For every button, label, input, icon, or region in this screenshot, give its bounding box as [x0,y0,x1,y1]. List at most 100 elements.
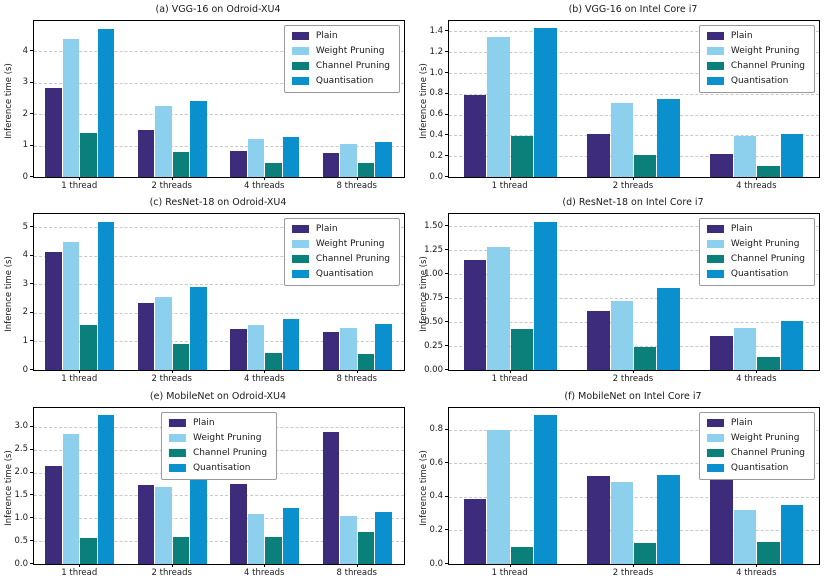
gridline [34,51,404,53]
legend-swatch [706,77,724,86]
bar [487,246,510,370]
legend-item: Weight Pruning [291,238,390,250]
legend-label: Plain [730,418,753,428]
legend-label: Plain [192,418,215,428]
legend-item: Channel Pruning [168,447,268,459]
y-tick-label: 1.4 [429,25,443,36]
bar [137,485,155,564]
y-tick-label: 0.25 [424,340,443,351]
subplot-resnet18-i7: (d) ResNet-18 on Intel Core i7 Inference… [415,193,830,387]
x-tick-mark [633,177,634,180]
bar [62,242,80,370]
legend-swatch [291,77,309,86]
bar [710,335,733,370]
gridline [449,322,819,324]
y-tick-label: 0.4 [429,491,443,502]
bar [357,162,375,177]
bar [265,162,282,177]
subplot-mobilenet-odroid: (e) MobileNet on Odroid-XU4 Inference ti… [0,387,415,581]
y-axis-label: Inference time (s) [4,256,14,332]
bar [137,303,155,370]
bar [80,324,97,370]
bar [230,151,247,177]
y-tick-mark [30,425,33,427]
legend-label: Plain [730,31,753,41]
legend-label: Quantisation [315,76,374,87]
bar [463,94,487,177]
legend-swatch [168,434,186,443]
legend: Plain Weight Pruning Channel Pruning Quanti… [698,412,815,480]
legend-swatch [706,434,724,443]
legend-item: Channel Pruning [706,253,805,265]
bar [340,143,357,177]
legend-swatch [168,449,186,458]
bar [97,415,115,564]
bar [282,508,300,564]
bar [155,487,172,564]
gridline [449,73,819,74]
subplot-vgg16-i7: (b) VGG-16 on Intel Core i7 Inference ti… [415,0,830,193]
legend-swatch [291,225,309,234]
legend-swatch [706,62,724,71]
y-tick-label: 3.0 [14,421,28,432]
legend-item: Channel Pruning [706,447,805,459]
bar [375,142,392,177]
bar [155,105,172,177]
bar [587,475,610,564]
bar [282,319,300,370]
legend-item: Channel Pruning [291,253,390,265]
gridline [449,226,819,228]
y-tick-mark [445,155,448,157]
bar [45,88,62,177]
y-tick-label: 0.6 [429,457,443,468]
bar [265,353,282,370]
y-tick-mark [445,72,448,73]
x-tick-label: 4 threads [244,568,285,578]
y-tick-label: 1.25 [424,244,443,255]
plot-area: Plain Weight Pruning Channel Pruning Quanti… [33,407,405,565]
legend-item: Plain [706,417,805,429]
gridline [449,496,819,498]
x-tick-label: 2 threads [151,181,192,191]
x-tick-label: 1 thread [61,374,98,384]
y-tick-label: 0.8 [429,88,443,99]
bar [510,136,534,177]
y-tick-label: 5 [22,221,28,232]
bar [247,324,265,370]
bar [610,301,633,370]
bar [172,344,190,370]
bar [172,152,190,177]
bar [247,513,265,564]
y-tick-label: 0.5 [14,535,28,546]
bar [137,130,155,177]
bar [62,39,80,177]
bar [45,466,62,564]
y-tick-label: 0.00 [424,364,443,375]
x-tick-mark [79,370,81,373]
y-tick-label: 0.75 [424,292,443,303]
y-tick-label: 0.8 [429,424,443,435]
bar [733,510,757,564]
bar [780,321,804,370]
bar [657,99,680,177]
legend-swatch [706,225,724,234]
y-tick-label: 1.00 [424,268,443,279]
bar [463,259,487,370]
legend-label: Quantisation [730,76,789,87]
y-tick-label: 0 [22,364,28,375]
bar [80,538,97,564]
x-tick-mark [171,177,173,180]
bar [780,134,804,177]
y-tick-mark [30,563,33,564]
bar [710,154,733,177]
legend-label: Weight Pruning [315,239,385,250]
gridline [449,530,819,532]
plot-area: Plain Weight Pruning Channel Pruning Quanti… [33,20,405,178]
legend-label: Weight Pruning [315,46,385,57]
y-tick-mark [30,517,33,519]
legend-label: Channel Pruning [192,448,268,459]
bar [487,36,510,177]
x-tick-label: 1 thread [61,568,98,578]
y-tick-mark [445,134,448,136]
legend-swatch [706,419,724,428]
